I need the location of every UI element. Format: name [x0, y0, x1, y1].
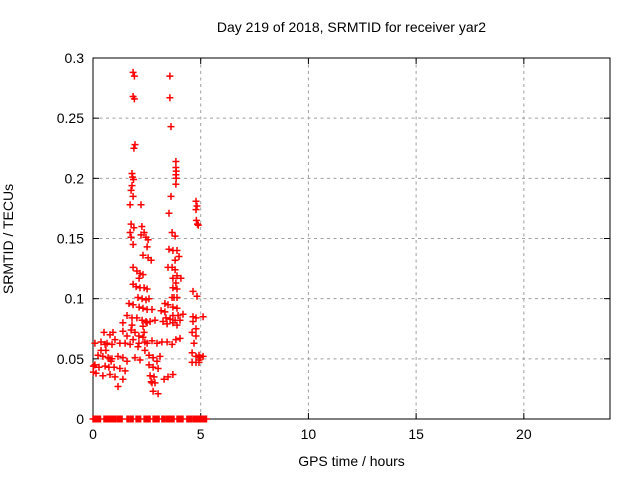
y-tick-label: 0.15	[57, 231, 84, 247]
y-tick-label: 0.05	[57, 351, 84, 367]
chart-title: Day 219 of 2018, SRMTID for receiver yar…	[216, 19, 487, 35]
x-axis-label: GPS time / hours	[298, 453, 405, 469]
x-tick-label: 20	[516, 426, 532, 442]
y-tick-label: 0.25	[57, 110, 84, 126]
x-tick-label: 5	[197, 426, 205, 442]
x-tick-label: 0	[89, 426, 97, 442]
y-tick-label: 0.3	[65, 50, 85, 66]
y-tick-label: 0	[76, 411, 84, 427]
x-tick-label: 15	[408, 426, 424, 442]
y-tick-label: 0.2	[65, 170, 85, 186]
y-tick-label: 0.1	[65, 291, 85, 307]
scatter-points	[89, 68, 210, 423]
plot-border	[92, 57, 611, 420]
x-tick-label: 10	[301, 426, 317, 442]
